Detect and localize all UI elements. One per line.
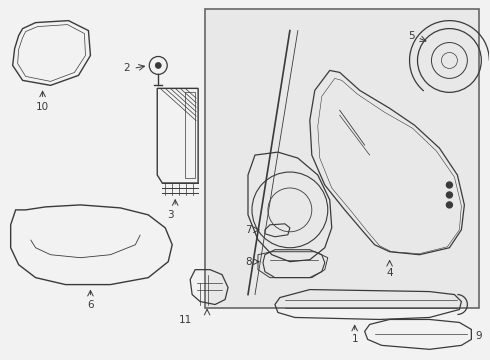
Text: 8: 8: [245, 257, 252, 267]
Text: 10: 10: [36, 102, 49, 112]
Circle shape: [155, 62, 161, 68]
Text: 2: 2: [123, 63, 130, 73]
Circle shape: [446, 192, 452, 198]
Circle shape: [446, 202, 452, 208]
Text: 9: 9: [475, 332, 482, 341]
Text: 7: 7: [245, 225, 252, 235]
Text: 1: 1: [351, 334, 358, 345]
Text: 6: 6: [87, 300, 94, 310]
Text: 11: 11: [178, 315, 192, 325]
Circle shape: [446, 182, 452, 188]
Text: 5: 5: [408, 31, 415, 41]
Text: 3: 3: [167, 210, 173, 220]
FancyBboxPatch shape: [205, 9, 479, 307]
Text: 4: 4: [386, 268, 393, 278]
